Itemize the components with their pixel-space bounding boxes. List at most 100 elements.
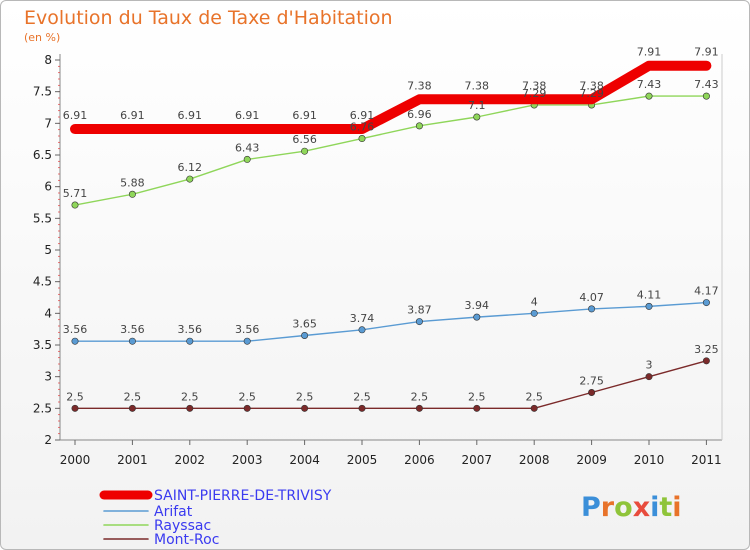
data-label: 6.96 [407,108,432,121]
data-point [186,175,194,183]
y-tick-label: 5.5 [33,211,52,225]
x-tick-label: 2001 [117,453,148,467]
data-label: 2.75 [579,375,604,388]
data-label: 4.17 [694,285,719,298]
logo-letter: o [614,492,633,523]
axes: 2 2.5 3 3.5 4 4.5 5 5.5 6 6.5 7 7.5 8 2000 2001 2002 200… [33,53,723,467]
logo-letter: r [601,492,615,523]
data-point [301,404,309,412]
y-tick-label: 2.5 [33,401,52,415]
logo-letter: i [672,492,681,523]
data-point [645,92,653,100]
data-label: 6.91 [350,109,375,122]
data-label: 2.5 [66,390,84,403]
data-label: 7.29 [522,87,547,100]
data-point [128,190,136,198]
data-point [473,313,481,321]
y-tick-label: 4.5 [33,275,52,289]
x-tick-label: 2010 [634,453,665,467]
y-tick-label: 6.5 [33,148,52,162]
data-label: 2.5 [525,390,543,403]
data-point [301,147,309,155]
data-label: 3.56 [235,323,260,336]
data-label: 7.38 [579,79,604,92]
legend-entry: SAINT-PIERRE-DE-TRIVISY [154,488,332,504]
legend: SAINT-PIERRE-DE-TRIVISYArifatRayssacMont… [99,488,332,548]
data-label: 3.56 [63,323,88,336]
data-label: 7.38 [407,79,432,92]
x-tick-label: 2007 [462,453,493,467]
data-label: 7.91 [637,46,662,59]
data-label: 6.91 [120,109,145,122]
data-point [71,337,79,345]
data-point [530,309,538,317]
y-tick-label: 7.5 [33,85,52,99]
y-tick-label: 4 [44,306,52,320]
series-line [74,301,708,342]
data-point [71,404,79,412]
data-point [301,331,309,339]
data-label: 2.5 [353,390,371,403]
y-tick-label: 7 [44,116,52,130]
data-label: 6.43 [235,141,260,154]
data-point [530,404,538,412]
series-group [70,60,712,412]
data-label: 7.38 [522,79,547,92]
logo-letter: P [581,492,601,523]
series-line [74,360,708,410]
data-point [243,337,251,345]
data-labels: 6.91 6.91 6.91 6.91 6.91 6.91 7.38 7.38 7.38 7.38… [63,46,719,404]
data-label: 6.76 [350,121,375,134]
logo-letter: x [633,492,650,523]
data-label: 7.1 [468,99,486,112]
data-label: 4.07 [579,291,604,304]
y-tick-label: 5 [44,243,52,257]
x-tick-label: 2003 [232,453,263,467]
data-point [415,122,423,130]
data-label: 5.71 [63,187,88,200]
data-point [702,92,710,100]
data-point [645,373,653,381]
data-label: 3.87 [407,304,432,317]
data-label: 3.74 [350,312,375,325]
data-point [186,337,194,345]
unit-label: (en %) [24,31,60,44]
data-label: 7.43 [637,78,662,91]
data-label: 3.65 [292,318,317,331]
logo-letter: i [650,492,659,523]
logo-letter: t [659,492,672,523]
legend-entry: Mont-Roc [154,532,219,548]
data-point [588,305,596,313]
data-point [415,404,423,412]
y-tick-label: 2 [44,433,52,447]
data-label: 2.5 [296,390,314,403]
data-label: 7.38 [465,79,490,92]
data-label: 2.5 [238,390,256,403]
logo-text: Proxiti [581,492,682,523]
data-label: 4.11 [637,288,662,301]
data-point [243,155,251,163]
series-line [74,95,708,206]
data-point [358,135,366,143]
data-label: 7.43 [694,78,719,91]
chart-title: Evolution du Taux de Taxe d'Habitation [24,7,393,29]
y-tick-label: 3 [44,370,52,384]
x-tick-label: 2006 [404,453,435,467]
data-point [358,326,366,334]
data-label: 3.94 [465,299,490,312]
data-point [702,299,710,307]
data-point [128,337,136,345]
data-label: 4 [531,295,538,308]
legend-entry: Arifat [154,504,193,520]
data-label: 2.5 [124,390,142,403]
proxiti-logo: Proxiti [581,492,682,523]
y-tick-label: 6 [44,180,52,194]
data-label: 3 [646,359,653,372]
data-point [186,404,194,412]
data-label: 6.91 [63,109,88,122]
legend-entry: Rayssac [154,518,211,534]
series-line [70,60,712,135]
x-tick-label: 2008 [519,453,550,467]
